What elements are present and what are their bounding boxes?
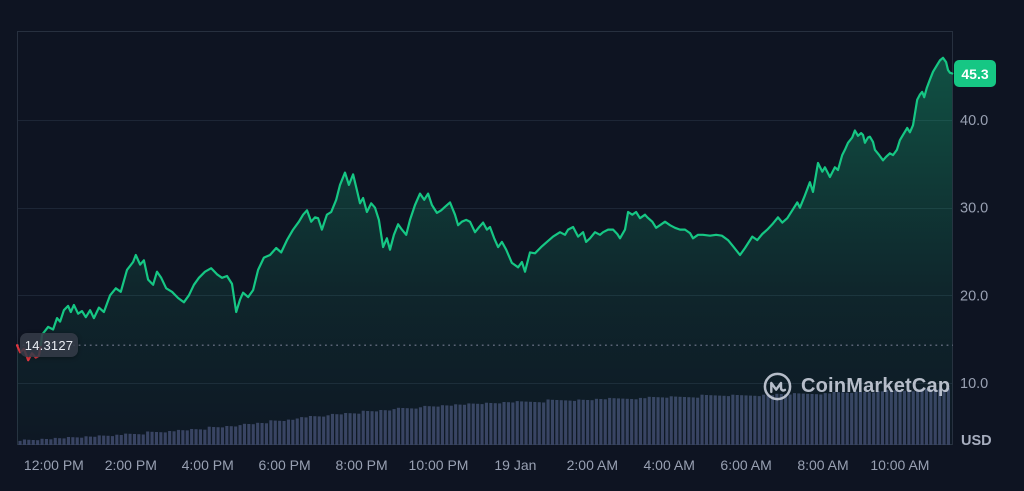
watermark-text: CoinMarketCap xyxy=(801,375,951,397)
price-area-fill xyxy=(17,57,953,446)
open-price-label: 14.3127 xyxy=(20,333,78,357)
y-tick-label: 10.0 xyxy=(960,376,988,392)
x-tick-label: 2:00 PM xyxy=(105,457,157,473)
y-axis-unit-label: USD xyxy=(961,433,992,449)
y-tick-label: 20.0 xyxy=(960,288,988,304)
coinmarketcap-watermark: CoinMarketCap xyxy=(762,371,950,402)
price-line xyxy=(39,56,954,347)
y-tick-label: 30.0 xyxy=(960,201,988,217)
x-tick-label: 4:00 PM xyxy=(182,457,234,473)
x-tick-label: 8:00 PM xyxy=(336,457,388,473)
last-price-badge: 45.3 xyxy=(954,60,996,87)
x-tick-label: 10:00 PM xyxy=(409,457,469,473)
x-tick-label: 10:00 AM xyxy=(870,457,929,473)
x-tick-label: 6:00 AM xyxy=(720,457,771,473)
open-price-value: 14.3127 xyxy=(24,337,74,353)
x-tick-label: 6:00 PM xyxy=(259,457,311,473)
x-tick-label: 2:00 AM xyxy=(567,457,618,473)
x-tick-label: 19 Jan xyxy=(494,457,536,473)
x-tick-label: 8:00 AM xyxy=(797,457,848,473)
y-tick-label: 40.0 xyxy=(960,113,988,129)
x-tick-label: 12:00 PM xyxy=(24,457,84,473)
coinmarketcap-logo-icon xyxy=(763,372,792,401)
x-tick-label: 4:00 AM xyxy=(644,457,695,473)
last-price-value: 45.3 xyxy=(961,65,989,82)
